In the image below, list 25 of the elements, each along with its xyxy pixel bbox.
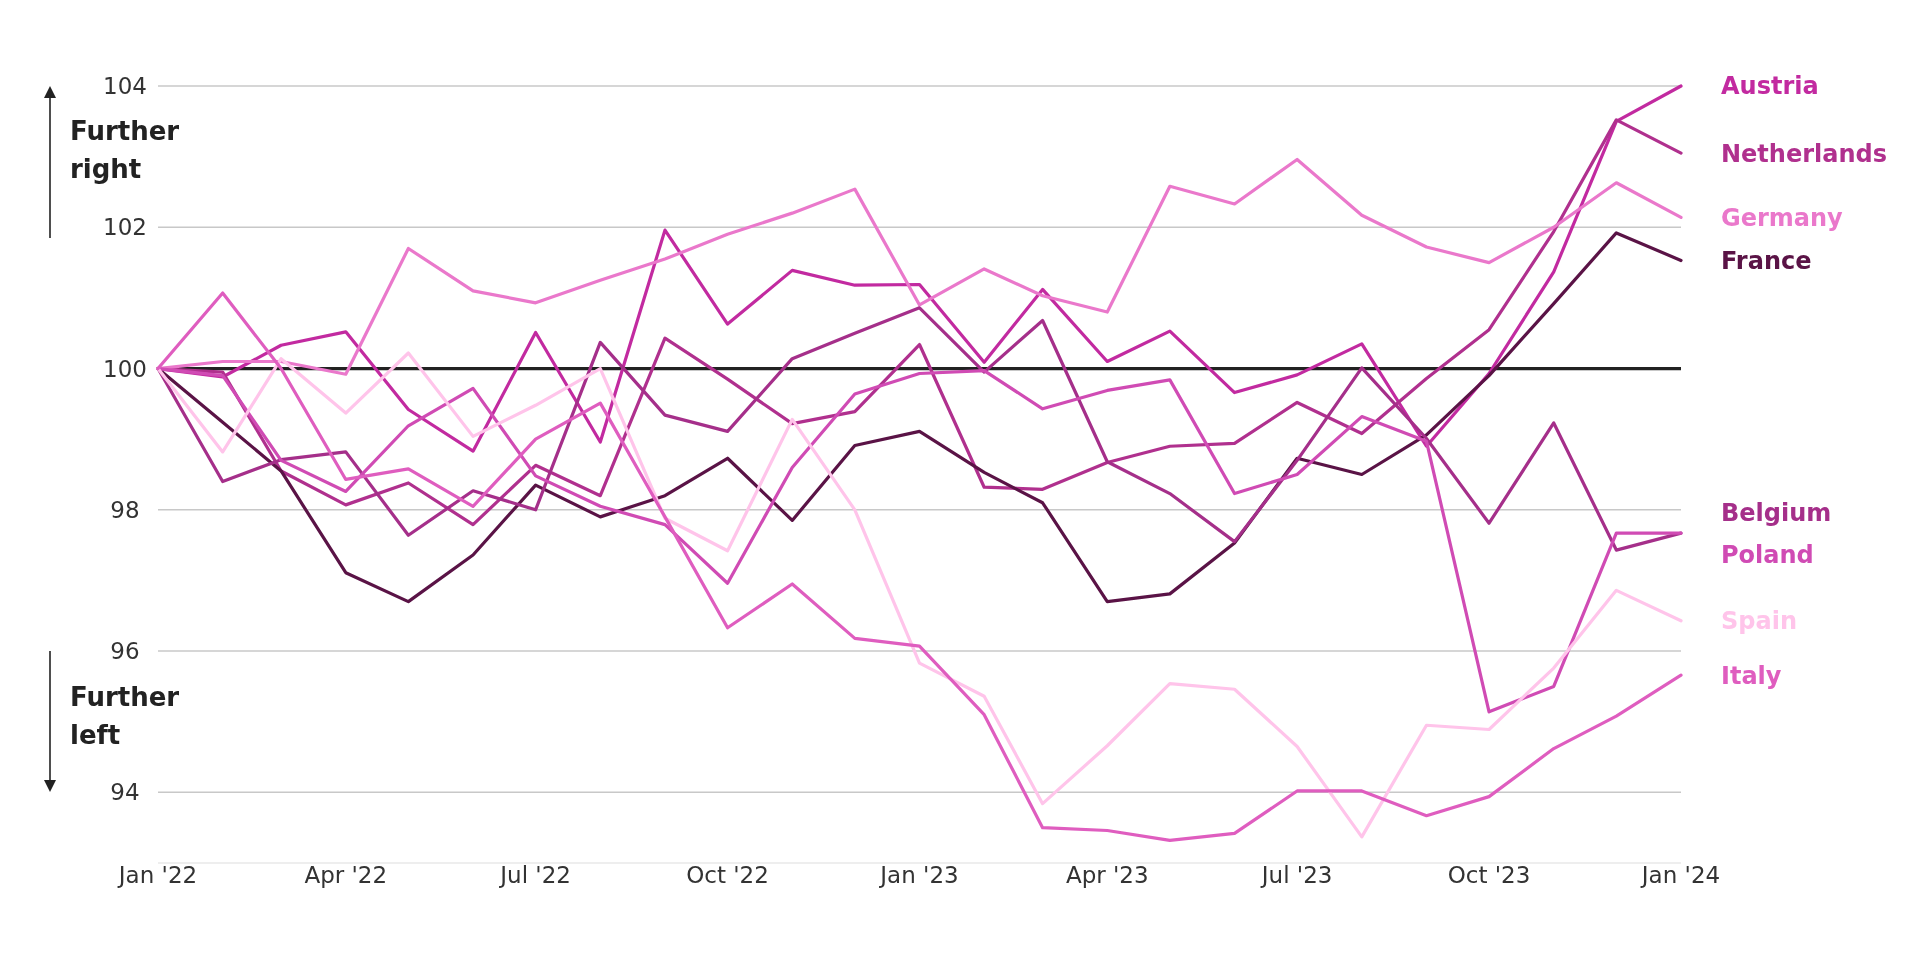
- x-tick-label: Jan '24: [1639, 862, 1721, 888]
- y-tick-label: 94: [110, 779, 140, 806]
- x-tick-label: Jan '22: [116, 862, 198, 888]
- series-label: Poland: [1721, 540, 1814, 569]
- series-label: Spain: [1721, 607, 1797, 636]
- x-tick-label: Jul '22: [498, 862, 571, 888]
- x-tick-label: Oct '22: [686, 862, 769, 888]
- x-tick-label: Apr '23: [1065, 862, 1149, 888]
- y-tick-label: 98: [110, 496, 140, 523]
- x-tick-label: Oct '23: [1447, 862, 1531, 888]
- y-tick-label: 100: [103, 355, 147, 382]
- series-label: Netherlands: [1721, 139, 1888, 168]
- x-tick-label: Jul '23: [1259, 862, 1333, 888]
- series-label: Germany: [1721, 203, 1844, 232]
- annotation: Further left: [70, 682, 180, 750]
- series-label: France: [1721, 246, 1812, 275]
- y-tick-label: 102: [103, 214, 147, 241]
- x-tick-label: Jan '23: [878, 862, 959, 888]
- y-tick-label: 104: [103, 73, 147, 100]
- series-label: Belgium: [1721, 498, 1832, 527]
- series-label: Italy: [1721, 661, 1782, 690]
- series-label: Austria: [1721, 72, 1819, 101]
- x-tick-label: Apr '22: [304, 862, 388, 888]
- y-tick-label: 96: [110, 638, 140, 665]
- annotation: Further right: [70, 116, 180, 184]
